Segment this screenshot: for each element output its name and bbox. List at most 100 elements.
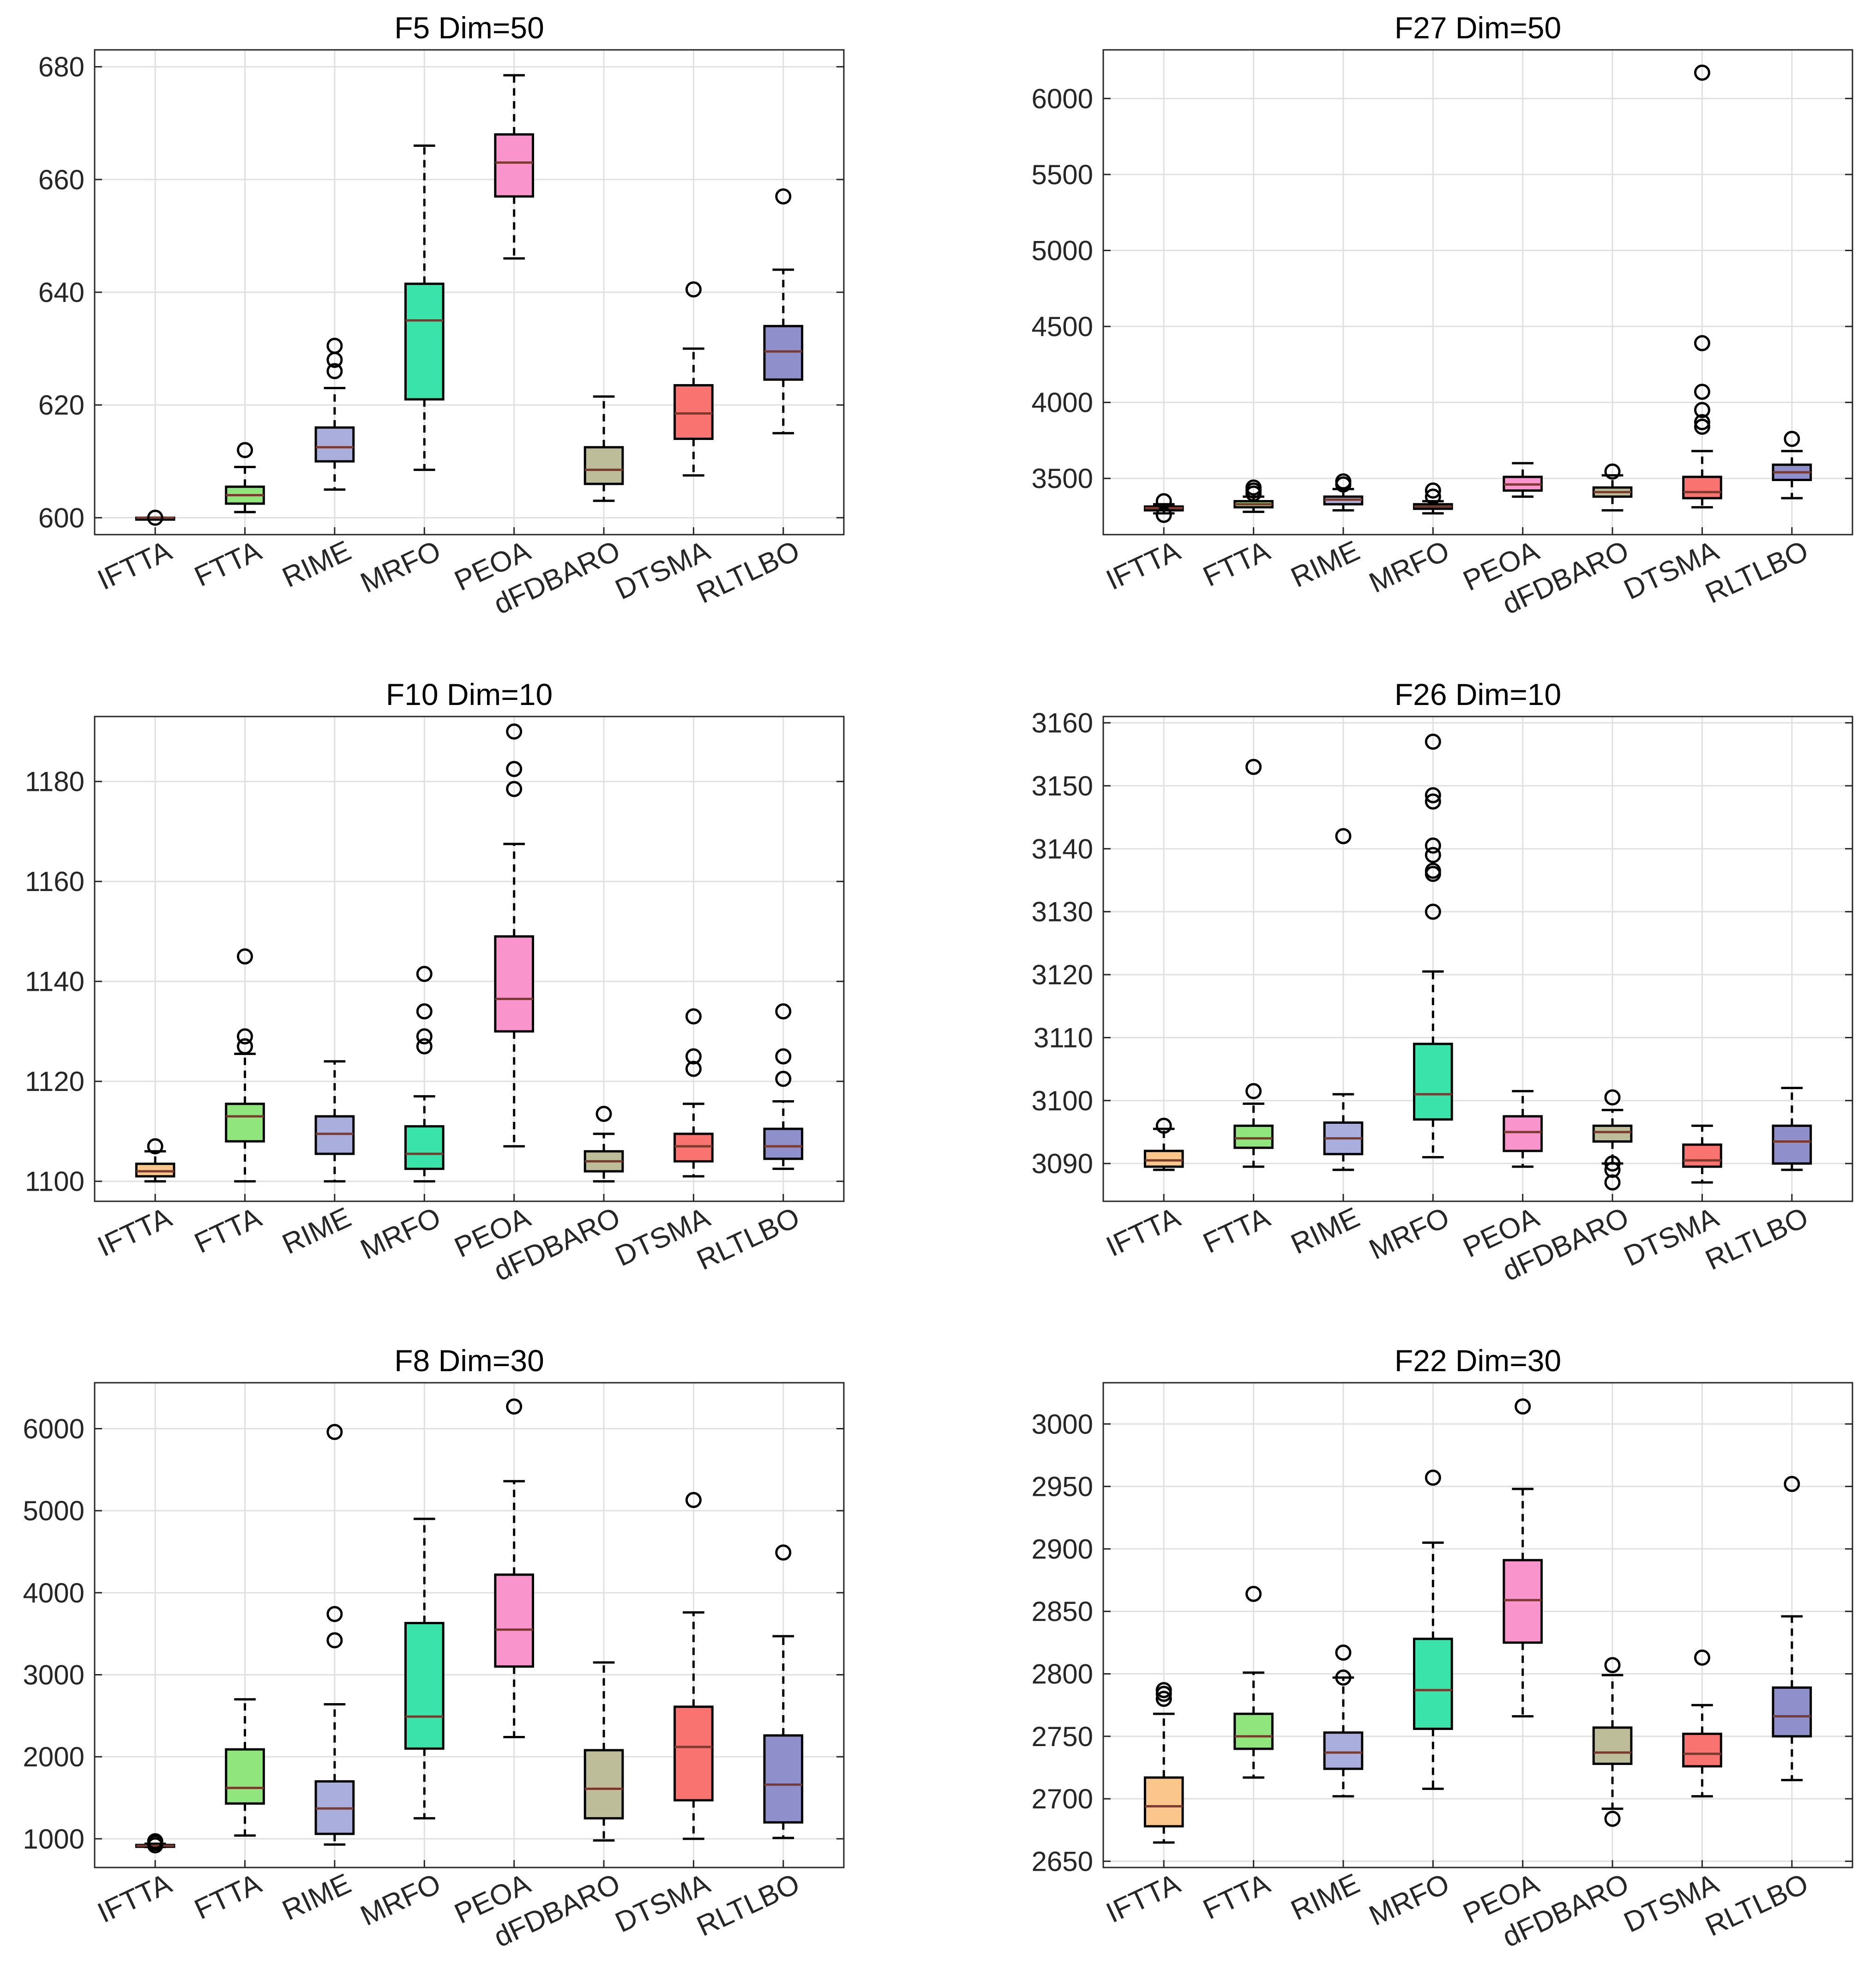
y-tick-label: 2000 [23, 1741, 84, 1772]
outlier-point [1155, 1691, 1172, 1707]
outlier-point [1604, 1155, 1621, 1172]
chart-title: F26 Dim=10 [1395, 677, 1561, 711]
outlier-point [1784, 1476, 1800, 1492]
box-dfdbaro [583, 1106, 624, 1183]
box-mrfo [404, 965, 445, 1183]
outlier-point [1694, 1649, 1710, 1666]
box-iqr [763, 1127, 804, 1160]
box-rltlbo [763, 188, 804, 434]
outlier-point [1425, 862, 1441, 879]
box-iqr [583, 446, 624, 485]
box-iftta [135, 1138, 175, 1183]
box-dtsma [673, 1008, 714, 1178]
plot-area [95, 1383, 844, 1868]
box-dtsma [673, 1492, 714, 1840]
outlier-point [1694, 335, 1710, 351]
outlier-point [1425, 787, 1441, 803]
outlier-point [1694, 418, 1710, 435]
outlier-point [237, 442, 253, 458]
box-iqr [673, 384, 714, 440]
outlier-point [506, 1398, 523, 1415]
box-rltlbo [1772, 1087, 1812, 1171]
y-tick-label: 1120 [25, 1066, 84, 1097]
box-dtsma [1682, 1124, 1722, 1184]
box-iqr [583, 1749, 624, 1819]
y-tick-label: 2950 [1032, 1471, 1093, 1502]
y-tick-label: 3160 [1032, 708, 1093, 739]
box-iqr [404, 283, 445, 401]
box-rime [314, 1060, 355, 1183]
y-tick-label: 3100 [1032, 1085, 1093, 1116]
y-tick-label: 3120 [1032, 959, 1093, 990]
box-iftta [135, 1833, 175, 1854]
box-dfdbaro [1592, 1089, 1633, 1191]
axes-frame [94, 1382, 845, 1868]
box-iqr [135, 1163, 175, 1178]
axes-frame [1102, 1382, 1853, 1868]
y-tick-label: 2850 [1032, 1596, 1093, 1627]
outlier-point [1335, 1669, 1352, 1686]
chart-title: F27 Dim=50 [1395, 11, 1561, 45]
box-rltlbo [1772, 431, 1812, 500]
outlier-point [1694, 402, 1710, 418]
y-tick-label: 3000 [1032, 1409, 1093, 1440]
outlier-point [1335, 1645, 1352, 1661]
chart-title: F8 Dim=30 [394, 1343, 544, 1378]
box-dfdbaro [1592, 463, 1633, 512]
plot-area [1103, 1383, 1852, 1868]
outlier-point [1425, 793, 1441, 810]
box-ftta [225, 442, 265, 513]
box-iqr [763, 1734, 804, 1824]
box-iqr [1682, 476, 1722, 500]
outlier-point [506, 781, 523, 797]
box-iqr [1413, 1042, 1453, 1121]
outlier-point [1694, 64, 1710, 81]
y-tick-label: 640 [38, 277, 84, 308]
outlier-point [685, 1492, 702, 1508]
outlier-point [1425, 904, 1441, 920]
box-iqr [673, 1133, 714, 1163]
box-iqr [1592, 1124, 1633, 1143]
y-tick-label: 5000 [1032, 235, 1093, 266]
y-tick-label: 1180 [25, 766, 84, 797]
outlier-point [1155, 1682, 1172, 1699]
outlier-point [326, 363, 343, 380]
box-iqr [1682, 1732, 1722, 1768]
outlier-point [685, 1008, 702, 1024]
box-rltlbo [1772, 1476, 1812, 1782]
box-iqr [1592, 1726, 1633, 1765]
outlier-point [416, 965, 433, 982]
outlier-point [1425, 1470, 1441, 1486]
outlier-point [775, 1048, 792, 1065]
y-tick-label: 2700 [1032, 1783, 1093, 1814]
outlier-point [685, 281, 702, 298]
box-iqr [1682, 1143, 1722, 1168]
box-iftta [135, 509, 175, 526]
y-tick-label: 2800 [1032, 1659, 1093, 1690]
box-dtsma [1682, 64, 1722, 509]
outlier-point [1604, 1089, 1621, 1106]
box-rime [1323, 828, 1364, 1171]
box-ftta [225, 1698, 265, 1837]
box-iftta [1143, 1682, 1184, 1844]
box-ftta [225, 948, 265, 1183]
y-tick-label: 4500 [1032, 311, 1093, 342]
outlier-point [1245, 1083, 1262, 1099]
y-tick-label: 4000 [23, 1578, 84, 1608]
box-iqr [1413, 1638, 1453, 1730]
box-ftta [1233, 759, 1274, 1168]
outlier-point [1604, 1162, 1621, 1178]
outlier-point [1155, 493, 1172, 510]
y-tick-label: 1140 [25, 966, 84, 997]
plot-area [1103, 50, 1852, 535]
box-rime [314, 1424, 355, 1846]
outlier-point [685, 1048, 702, 1065]
box-iqr [1503, 1115, 1543, 1152]
outlier-point [1425, 837, 1441, 854]
y-tick-label: 1160 [25, 866, 84, 897]
outlier-point [416, 1003, 433, 1020]
